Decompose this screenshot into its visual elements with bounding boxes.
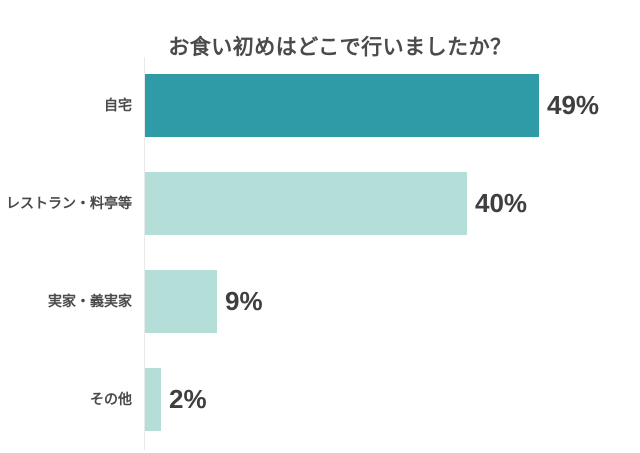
bar <box>145 270 217 333</box>
y-axis-line <box>144 57 145 450</box>
bar-row-parents-home: 実家・義実家 9% <box>0 270 640 333</box>
bar-row-other: その他 2% <box>0 368 640 431</box>
bar <box>145 368 161 431</box>
category-label: 自宅 <box>104 97 132 114</box>
chart-rows: 自宅 49% レストラン・料亭等 40% 実家・義実家 9% その他 2% <box>0 74 640 453</box>
bar <box>145 172 467 235</box>
category-label: 実家・義実家 <box>48 293 132 310</box>
bar-row-home: 自宅 49% <box>0 74 640 137</box>
category-label: その他 <box>90 391 132 408</box>
value-label: 40% <box>475 188 528 218</box>
bar <box>145 74 539 137</box>
value-label: 9% <box>225 286 263 316</box>
chart-title: お食い初めはどこで行いましたか？ <box>168 36 512 59</box>
category-label: レストラン・料亭等 <box>6 195 132 212</box>
bar-row-restaurant: レストラン・料亭等 40% <box>0 172 640 235</box>
value-label: 2% <box>169 384 207 414</box>
value-label: 49% <box>547 90 600 120</box>
